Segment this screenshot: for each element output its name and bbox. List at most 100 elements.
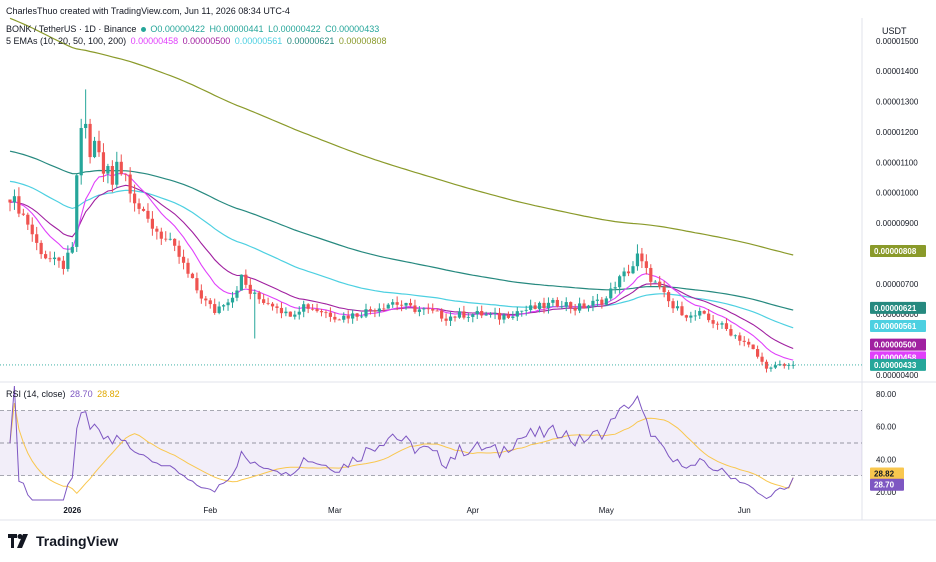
ema10-line (9, 173, 794, 361)
candle-body (359, 316, 364, 318)
candle-body (764, 361, 769, 369)
candle-body (319, 311, 324, 313)
candle-body (266, 302, 270, 304)
candle-body (315, 309, 319, 312)
candle-body (520, 310, 524, 312)
tradingview-logo-text: TradingView (36, 533, 119, 549)
candle-body (595, 299, 599, 301)
candle-body (302, 304, 306, 312)
tradingview-logo-icon (8, 534, 28, 548)
candle-body (782, 364, 786, 366)
candle-body (146, 210, 150, 219)
price-badge-label: 0.00000808 (874, 247, 917, 256)
candle-body (75, 175, 79, 247)
candle-body (17, 196, 21, 214)
candle-body (555, 299, 559, 307)
price-badge (870, 338, 926, 351)
rsi-tick-label: 40.00 (876, 455, 897, 464)
candle-body (773, 365, 777, 368)
price-badge-label: 0.00000621 (874, 304, 917, 313)
candle-body (199, 290, 203, 299)
candle-body (569, 302, 573, 308)
price-tick-label: 0.00001100 (876, 158, 918, 167)
time-axis-label: Mar (328, 506, 342, 515)
candle-body (702, 310, 706, 314)
candle-body (462, 311, 466, 318)
candle-body (133, 193, 137, 204)
price-tick-label: 0.00001400 (876, 67, 919, 76)
ema50-line (9, 180, 794, 329)
tradingview-logo[interactable]: TradingView (8, 531, 118, 551)
candle-body (222, 305, 226, 307)
candle-body (208, 300, 212, 305)
candle-body (644, 261, 648, 268)
candle-body (377, 308, 381, 312)
candle-body (48, 258, 52, 260)
rsi-badge (870, 478, 904, 491)
candle-body (582, 303, 586, 309)
symbol-label[interactable]: BONK / TetherUS · 1D · Binance (6, 24, 137, 34)
candle-body (440, 310, 444, 319)
rsi-badge-label: 28.82 (874, 469, 895, 478)
candle-body (204, 298, 208, 301)
candle-body (400, 304, 404, 306)
candle-body (604, 298, 608, 305)
time-axis-label: Feb (203, 506, 217, 515)
candle-body (61, 260, 65, 269)
ohlc-low: L0.00000422 (268, 24, 321, 34)
candle-body (511, 316, 515, 318)
candle-body (431, 308, 435, 311)
candle-body (337, 319, 341, 321)
candle-body (155, 228, 159, 232)
candle-body (66, 252, 70, 269)
candle-body (448, 316, 453, 321)
price-badge-label: 0.00000500 (874, 341, 917, 350)
candle-body (351, 313, 355, 319)
candle-body (591, 300, 595, 306)
candle-body (8, 199, 12, 203)
price-badge (870, 301, 926, 314)
candle-body (164, 238, 168, 240)
rsi-value: 28.70 (70, 389, 93, 399)
ema100-value: 0.00000621 (286, 36, 335, 46)
candle-body (529, 305, 533, 310)
ema-legend[interactable]: 5 EMAs (10, 20, 50, 100, 200) 0.00000458… (6, 36, 388, 47)
candle-body (328, 312, 332, 317)
candle-body (751, 344, 755, 350)
candle-body (622, 271, 626, 277)
candle-body (729, 329, 733, 336)
candle-body (177, 245, 181, 257)
candle-body (253, 292, 257, 294)
creator-line: CharlesThuo created with TradingView.com… (6, 6, 290, 16)
candle-body (413, 305, 417, 312)
time-axis-label: May (599, 506, 614, 515)
candle-body (417, 309, 421, 312)
candle-body (497, 312, 502, 320)
candle-body (150, 218, 154, 229)
candle-body (248, 284, 252, 294)
candle-body (368, 309, 373, 311)
candle-body (275, 306, 279, 308)
ema20-line (9, 184, 794, 350)
candle-body (618, 276, 622, 288)
ema200-line (9, 17, 794, 256)
ohlc-open: O0.00000422 (150, 24, 205, 34)
candle-body (653, 281, 657, 283)
candle-body (524, 309, 528, 311)
candle-body (52, 257, 57, 260)
candle-body (355, 313, 359, 317)
rsi-legend[interactable]: RSI (14, close) 28.70 28.82 (6, 389, 122, 400)
ema10-value: 0.00000458 (130, 36, 179, 46)
candle-body (742, 340, 746, 342)
ema50-value: 0.00000561 (234, 36, 283, 46)
price-badge (870, 320, 926, 333)
candle-body (297, 311, 301, 315)
candle-body (707, 313, 711, 321)
currency-label[interactable]: USDT (882, 26, 907, 36)
candle-body (101, 152, 106, 174)
candle-body (471, 314, 475, 317)
candle-body (684, 315, 688, 318)
rsi-badge (870, 467, 904, 480)
